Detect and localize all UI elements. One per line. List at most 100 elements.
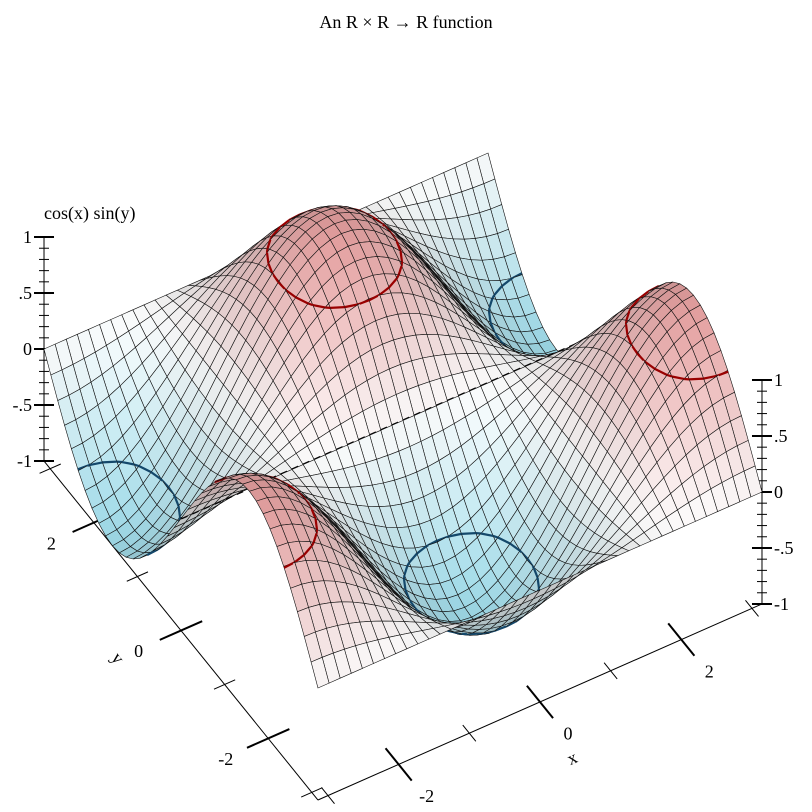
x-axis-tick — [526, 685, 554, 719]
contour-negative — [445, 535, 449, 539]
surface-cell — [310, 656, 330, 689]
contour-negative — [496, 625, 507, 632]
y-axis-tick — [246, 728, 290, 749]
contour-negative — [531, 565, 535, 569]
x-axis-tick — [667, 622, 696, 657]
contour-negative — [102, 460, 117, 464]
contour-positive — [297, 491, 301, 495]
contour-negative — [160, 478, 164, 482]
contour-positive — [359, 299, 370, 305]
contour-positive — [279, 219, 290, 229]
contour-positive — [395, 274, 400, 280]
contour-negative — [509, 542, 521, 552]
contour-negative — [501, 277, 512, 287]
contour-positive — [624, 323, 629, 336]
contour-negative — [425, 544, 429, 548]
contour-negative — [409, 600, 417, 610]
contour-positive — [671, 375, 685, 381]
contour-positive — [265, 252, 270, 264]
z-tick-label: 1 — [774, 370, 783, 390]
contour-positive — [388, 277, 398, 289]
contour-negative — [138, 465, 152, 474]
contour-positive — [636, 352, 645, 362]
z-tick-label: -.5 — [774, 538, 794, 558]
contour-positive — [266, 239, 272, 250]
z-tick-label: -1 — [774, 594, 789, 614]
contour-negative — [86, 463, 90, 467]
contour-negative — [536, 577, 541, 589]
contour-positive — [272, 274, 280, 283]
contour-negative — [532, 567, 539, 578]
contour-positive — [285, 289, 297, 299]
contour-negative — [404, 589, 411, 601]
y-axis-tick — [300, 787, 323, 798]
contour-positive — [283, 562, 294, 569]
z-tick-label: 0 — [23, 339, 32, 359]
surface-patch — [310, 656, 330, 689]
z-tick-label: 1 — [23, 227, 32, 247]
x-tick-label: 2 — [705, 661, 714, 681]
contour-positive — [625, 310, 631, 321]
contour-positive — [638, 290, 649, 300]
contour-negative — [406, 561, 411, 567]
contour-positive — [307, 302, 314, 307]
contour-negative — [461, 532, 476, 535]
contour-negative — [173, 495, 180, 507]
contour-negative — [519, 549, 523, 553]
contour-positive — [330, 306, 345, 309]
x-axis-tick — [745, 599, 759, 617]
contour-negative — [89, 461, 103, 467]
contour-negative — [510, 276, 514, 280]
contour-negative — [416, 545, 427, 555]
contour-negative — [488, 298, 494, 308]
contour-positive — [395, 240, 402, 252]
x-axis-tick — [462, 724, 477, 742]
y-axis-tick — [126, 571, 149, 582]
contour-negative — [121, 460, 135, 466]
y-tick-label: -2 — [218, 749, 233, 769]
chart-title: An R × R → R function — [319, 12, 492, 32]
z-tick-label: 0 — [774, 482, 783, 502]
surface — [43, 152, 763, 689]
contour-positive — [397, 265, 403, 276]
contour-positive — [666, 373, 673, 378]
z-axis-label: cos(x) sin(y) — [44, 203, 135, 224]
contour-positive — [399, 251, 404, 263]
z-tick-label: .5 — [19, 283, 33, 303]
y-axis-tick — [213, 679, 236, 690]
z-tick-label: -1 — [17, 451, 32, 471]
contour-negative — [172, 493, 176, 497]
contour-negative — [492, 534, 499, 539]
contour-positive — [626, 334, 633, 346]
contour-positive — [344, 303, 358, 309]
x-tick-label: 0 — [563, 724, 572, 744]
contour-positive — [644, 360, 656, 370]
y-axis-tick — [39, 463, 61, 474]
x-axis-tick — [603, 662, 618, 680]
contour-negative — [487, 311, 492, 323]
contour-negative — [403, 565, 409, 576]
contour-negative — [491, 294, 496, 300]
contour-positive — [312, 303, 326, 309]
x-axis-tick — [321, 787, 335, 804]
x-axis-label: x — [564, 747, 580, 769]
contour-positive — [312, 533, 318, 543]
contour-negative — [133, 463, 140, 468]
contour-negative — [146, 549, 157, 557]
x-tick-label: -2 — [419, 786, 434, 806]
contour-negative — [448, 532, 462, 538]
contour-positive — [294, 554, 305, 564]
contour-positive — [718, 370, 729, 377]
contour-negative — [497, 536, 511, 545]
y-tick-label: 0 — [134, 641, 143, 661]
contour-positive — [631, 345, 639, 355]
contour-negative — [402, 578, 407, 590]
contour-negative — [150, 471, 162, 481]
contour-positive — [267, 263, 274, 274]
contour-positive — [310, 508, 317, 520]
contour-positive — [303, 545, 313, 556]
contour-negative — [480, 532, 494, 538]
z-tick-label: -.5 — [13, 395, 33, 415]
